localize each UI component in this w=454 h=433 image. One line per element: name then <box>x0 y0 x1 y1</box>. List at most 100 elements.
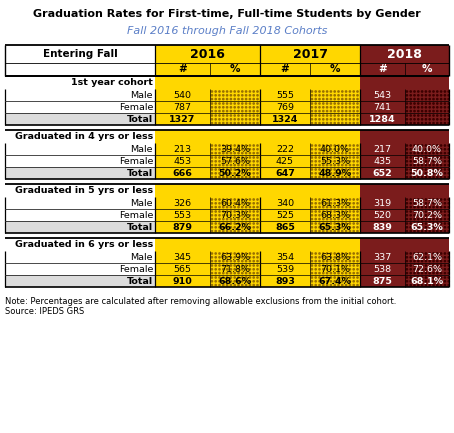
Circle shape <box>418 169 419 170</box>
Circle shape <box>234 284 235 286</box>
Text: 50.2%: 50.2% <box>219 168 252 178</box>
Circle shape <box>211 145 212 146</box>
Circle shape <box>253 115 254 116</box>
Circle shape <box>257 199 258 200</box>
Circle shape <box>425 199 427 200</box>
Text: %: % <box>230 65 240 74</box>
Bar <box>5 238 155 251</box>
Circle shape <box>410 253 411 254</box>
Circle shape <box>357 207 358 208</box>
Circle shape <box>410 157 411 158</box>
Circle shape <box>319 265 320 266</box>
Circle shape <box>227 219 228 220</box>
Circle shape <box>227 223 228 224</box>
Circle shape <box>230 110 232 112</box>
Circle shape <box>440 223 442 224</box>
Circle shape <box>437 107 438 108</box>
Circle shape <box>227 91 228 92</box>
Circle shape <box>242 107 243 108</box>
Circle shape <box>437 199 438 200</box>
Circle shape <box>440 91 442 92</box>
Circle shape <box>227 253 228 254</box>
Circle shape <box>444 145 445 146</box>
Circle shape <box>257 207 258 208</box>
Circle shape <box>234 211 235 212</box>
Circle shape <box>429 173 430 174</box>
Circle shape <box>242 277 243 278</box>
Circle shape <box>349 103 350 104</box>
Bar <box>260 143 310 155</box>
Circle shape <box>315 115 316 116</box>
Circle shape <box>311 161 312 162</box>
Circle shape <box>353 119 355 120</box>
Circle shape <box>349 261 350 262</box>
Circle shape <box>222 261 224 262</box>
Circle shape <box>353 103 355 104</box>
Circle shape <box>334 95 336 96</box>
Bar <box>5 263 155 275</box>
Circle shape <box>429 230 430 232</box>
Circle shape <box>219 272 220 274</box>
Circle shape <box>253 257 254 258</box>
Circle shape <box>326 115 328 116</box>
Circle shape <box>215 161 217 162</box>
Circle shape <box>253 107 254 108</box>
Circle shape <box>257 215 258 216</box>
Bar <box>405 209 449 221</box>
Circle shape <box>433 265 434 266</box>
Circle shape <box>242 211 243 212</box>
Circle shape <box>242 149 243 150</box>
Circle shape <box>421 253 423 254</box>
Circle shape <box>227 268 228 270</box>
Circle shape <box>246 253 247 254</box>
Circle shape <box>238 95 239 96</box>
Circle shape <box>342 91 343 92</box>
Circle shape <box>222 284 224 286</box>
Circle shape <box>448 203 449 204</box>
Bar <box>310 89 360 101</box>
Circle shape <box>323 226 324 228</box>
Circle shape <box>418 123 419 124</box>
Circle shape <box>414 177 415 178</box>
Circle shape <box>253 91 254 92</box>
Circle shape <box>410 257 411 258</box>
Circle shape <box>357 219 358 220</box>
Circle shape <box>246 230 247 232</box>
Circle shape <box>353 169 355 170</box>
Circle shape <box>238 207 239 208</box>
Circle shape <box>414 281 415 282</box>
Circle shape <box>338 123 339 124</box>
Circle shape <box>246 91 247 92</box>
Circle shape <box>211 284 212 286</box>
Circle shape <box>406 149 408 150</box>
Circle shape <box>353 145 355 146</box>
Circle shape <box>444 281 445 282</box>
Circle shape <box>357 157 358 158</box>
Circle shape <box>227 272 228 274</box>
Circle shape <box>219 169 220 170</box>
Circle shape <box>326 257 328 258</box>
Circle shape <box>437 95 438 96</box>
Circle shape <box>249 257 251 258</box>
Circle shape <box>319 277 320 278</box>
Circle shape <box>330 268 331 270</box>
Circle shape <box>353 226 355 228</box>
Circle shape <box>315 253 316 254</box>
Circle shape <box>315 152 316 154</box>
Circle shape <box>334 173 336 174</box>
Circle shape <box>425 91 427 92</box>
Circle shape <box>257 253 258 254</box>
Circle shape <box>323 219 324 220</box>
Circle shape <box>338 281 339 282</box>
Circle shape <box>249 272 251 274</box>
Circle shape <box>425 268 427 270</box>
Circle shape <box>414 207 415 208</box>
Circle shape <box>353 161 355 162</box>
Bar <box>155 221 210 233</box>
Circle shape <box>253 211 254 212</box>
Circle shape <box>257 223 258 224</box>
Circle shape <box>211 115 212 116</box>
Circle shape <box>410 152 411 154</box>
Circle shape <box>437 230 438 232</box>
Circle shape <box>440 103 442 104</box>
